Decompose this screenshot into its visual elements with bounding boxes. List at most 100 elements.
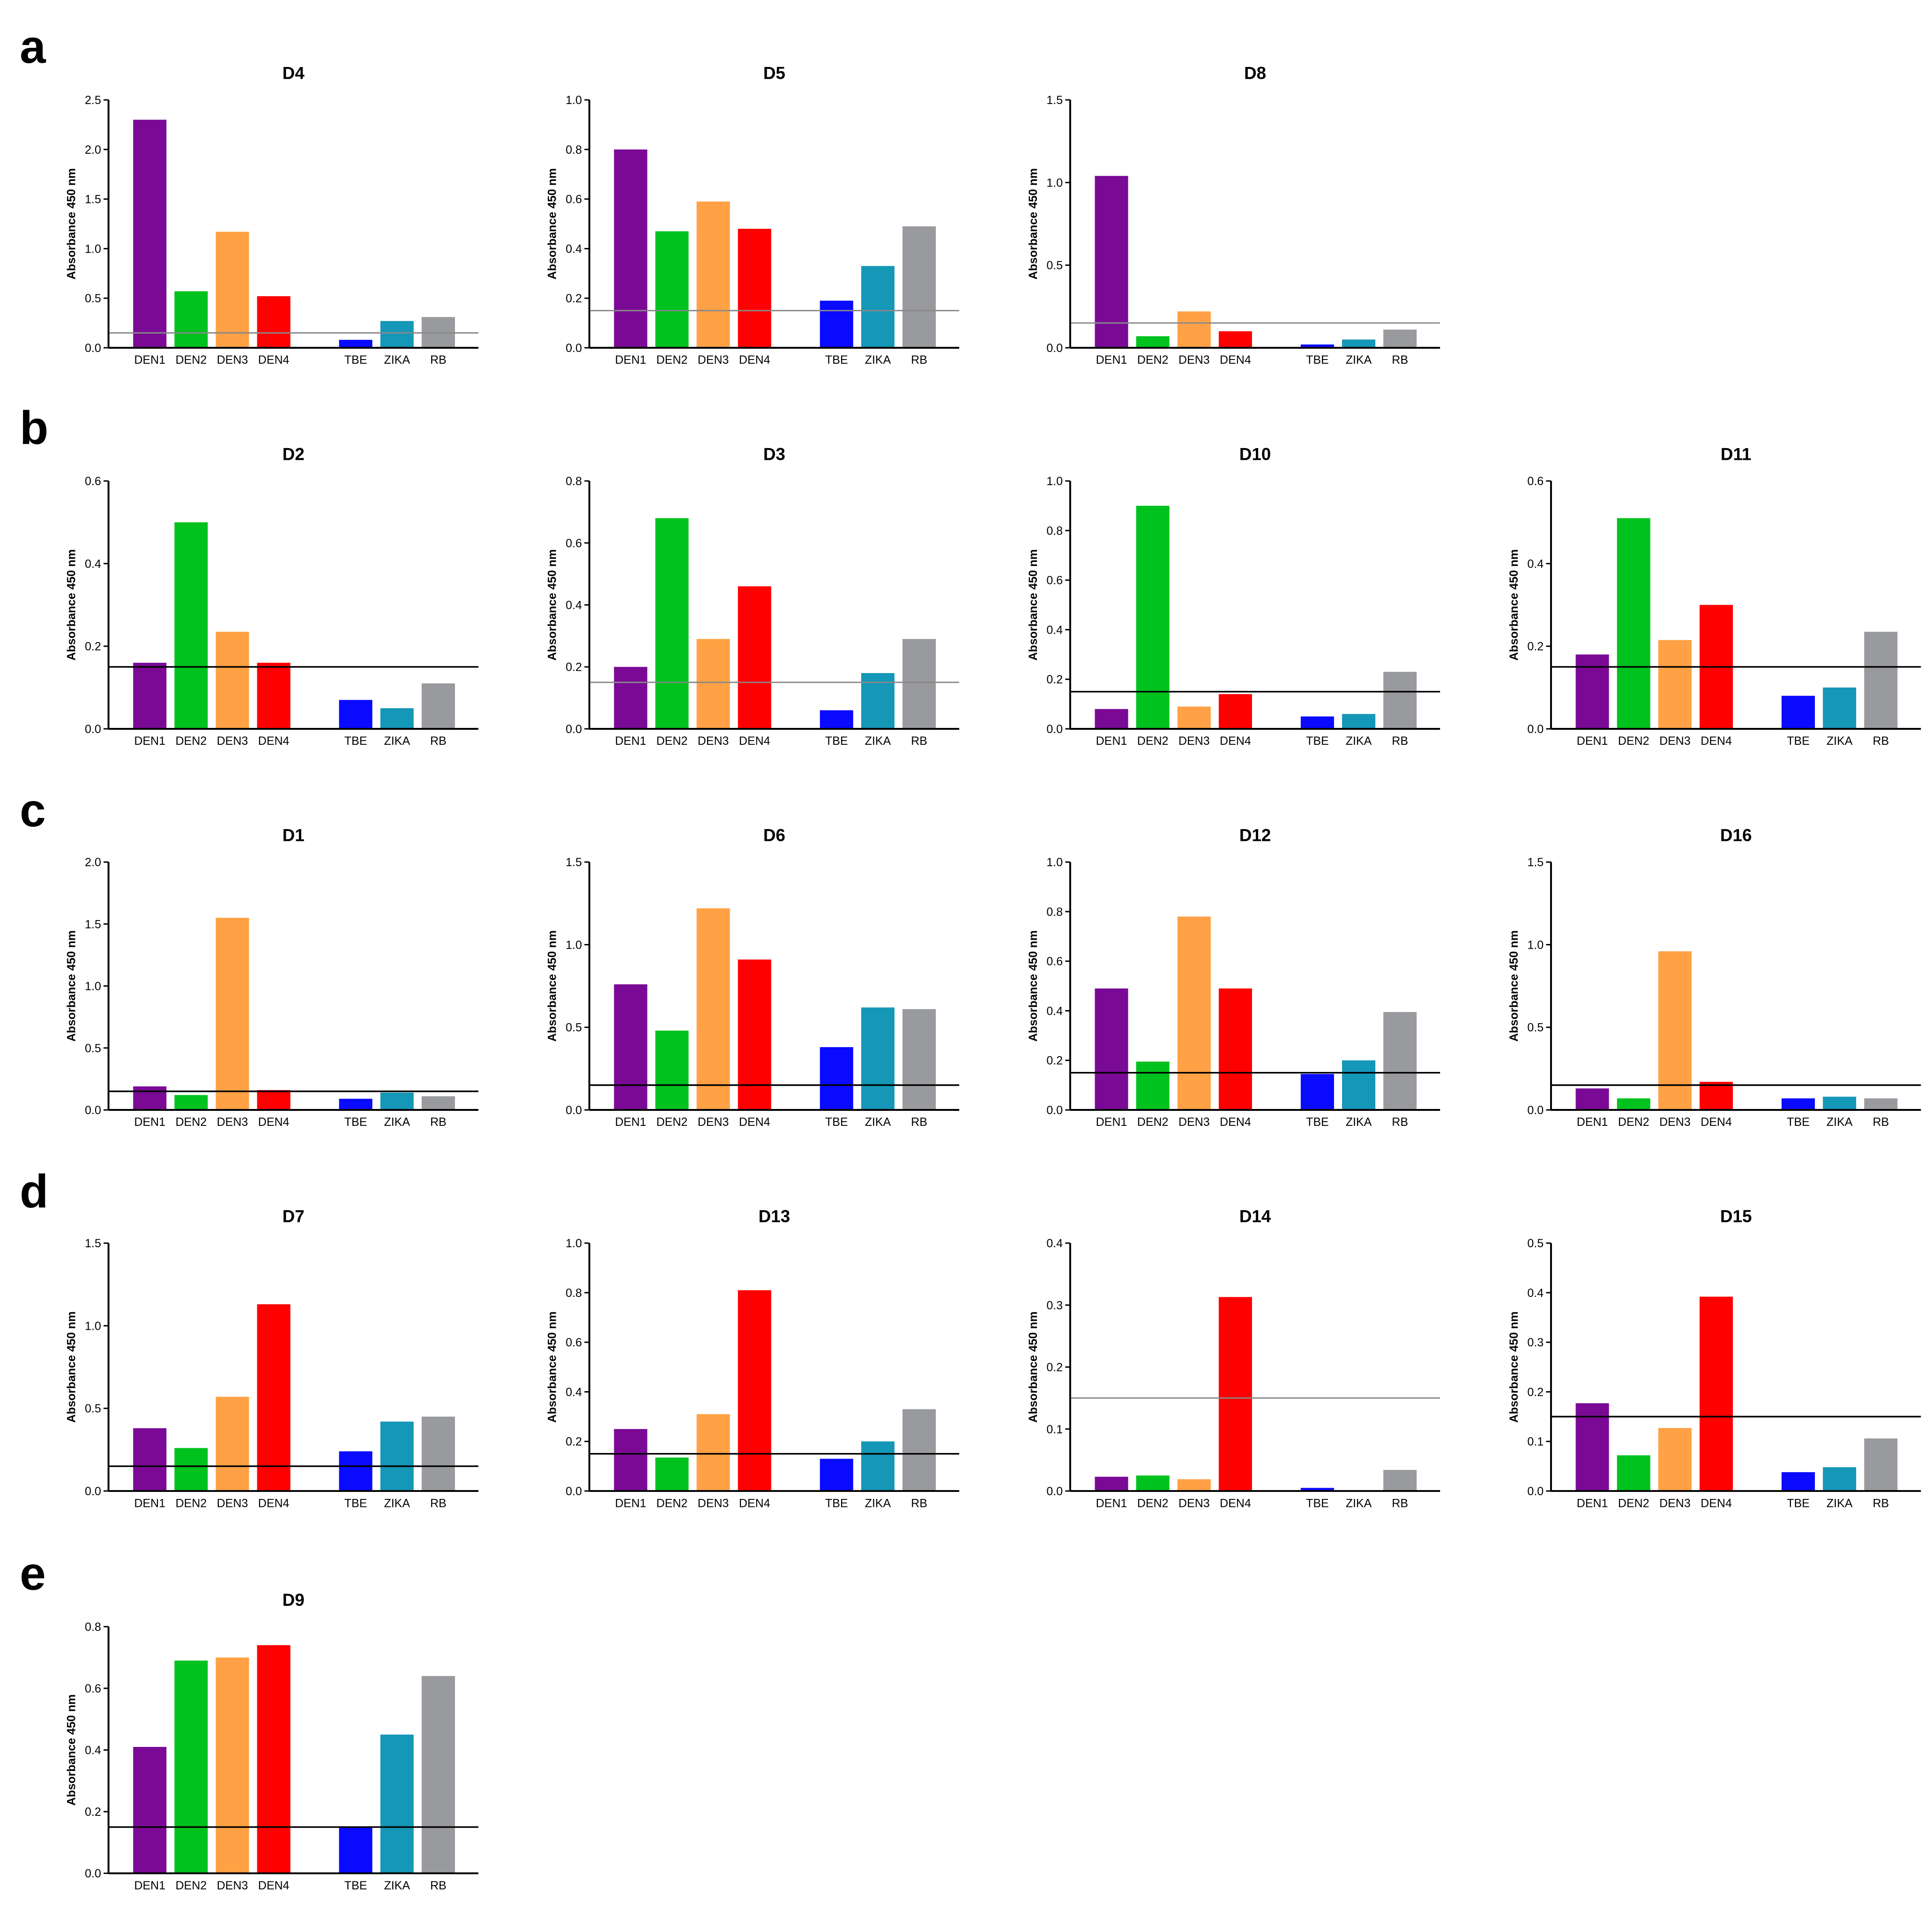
bar-rb xyxy=(1383,672,1417,729)
x-tick-label: DEN3 xyxy=(1179,353,1210,367)
x-tick-label: ZIKA xyxy=(865,1497,891,1510)
x-tick-label: DEN3 xyxy=(1179,1116,1210,1129)
chart-d14: D14 Absorbance 450 nm 0.0 0.1 0.2 0.3 0.4 DEN1 D… xyxy=(1027,1206,1440,1510)
y-tick-label: 0.4 xyxy=(566,242,582,255)
bar-den3 xyxy=(696,639,730,729)
bar-den2 xyxy=(174,1660,208,1873)
y-tick-label: 0.2 xyxy=(566,1435,582,1448)
x-tick-label: TBE xyxy=(344,1116,367,1129)
y-tick-label: 0.6 xyxy=(566,193,582,206)
x-tick-label: DEN4 xyxy=(1701,1497,1732,1510)
x-tick-label: DEN3 xyxy=(698,734,729,748)
y-tick-label: 0.0 xyxy=(566,1485,582,1498)
x-tick-label: DEN4 xyxy=(739,1116,770,1129)
x-tick-label: DEN4 xyxy=(258,1116,290,1129)
x-tick-label: ZIKA xyxy=(1346,1497,1372,1510)
y-tick-label: 1.5 xyxy=(85,193,101,206)
y-axis-label: Absorbance 450 nm xyxy=(65,168,78,280)
bar-den1 xyxy=(133,662,167,729)
x-tick-label: ZIKA xyxy=(384,1497,410,1510)
x-tick-label: RB xyxy=(430,1116,447,1129)
x-tick-label: TBE xyxy=(1787,1497,1810,1510)
x-tick-label: DEN4 xyxy=(1701,734,1732,748)
bar-zika xyxy=(1823,687,1857,729)
x-tick-label: DEN2 xyxy=(1137,1116,1169,1129)
chart-d13: D13 Absorbance 450 nm 0.0 0.2 0.4 0.6 0.8 1.0 DE… xyxy=(546,1206,960,1510)
chart-title: D2 xyxy=(283,444,305,464)
x-tick-label: DEN1 xyxy=(615,1497,646,1510)
x-tick-label: TBE xyxy=(344,1497,367,1510)
y-tick-label: 0.8 xyxy=(566,1287,582,1300)
chart-title: D7 xyxy=(283,1206,305,1226)
bar-den2 xyxy=(655,518,689,729)
bar-zika xyxy=(1342,1060,1376,1110)
x-tick-label: DEN1 xyxy=(1577,734,1608,748)
x-tick-label: TBE xyxy=(1787,734,1810,748)
x-tick-label: DEN2 xyxy=(656,734,688,748)
chart-title: D16 xyxy=(1720,825,1752,845)
x-tick-label: TBE xyxy=(1306,734,1329,748)
bar-den2 xyxy=(1136,336,1170,348)
chart-d3: D3 Absorbance 450 nm 0.0 0.2 0.4 0.6 0.8 DEN1 DE… xyxy=(546,444,960,748)
x-tick-label: ZIKA xyxy=(1827,734,1853,748)
x-tick-label: RB xyxy=(1392,353,1408,367)
y-tick-label: 0.5 xyxy=(85,1402,101,1416)
chart-title: D12 xyxy=(1239,825,1271,845)
bar-zika xyxy=(1823,1096,1857,1110)
x-tick-label: RB xyxy=(430,1497,447,1510)
x-tick-label: DEN2 xyxy=(175,734,207,748)
bar-tbe xyxy=(1782,1098,1815,1110)
y-tick-label: 0.0 xyxy=(1046,1104,1063,1117)
bar-den3 xyxy=(216,232,249,348)
bar-zika xyxy=(1342,714,1376,729)
x-tick-label: RB xyxy=(911,734,927,748)
bar-den3 xyxy=(216,1397,249,1491)
chart-d16: D16 Absorbance 450 nm 0.0 0.5 1.0 1.5 DEN1 DEN2… xyxy=(1507,825,1921,1129)
chart-title: D13 xyxy=(759,1206,791,1226)
bar-den4 xyxy=(257,296,291,348)
x-tick-label: ZIKA xyxy=(865,734,891,748)
y-tick-label: 0.0 xyxy=(85,1867,101,1880)
y-tick-label: 0.1 xyxy=(1046,1423,1063,1436)
bar-tbe xyxy=(820,300,853,348)
bar-tbe xyxy=(339,700,373,729)
bar-den2 xyxy=(655,231,689,348)
y-tick-label: 0.4 xyxy=(566,599,582,612)
x-tick-label: RB xyxy=(1392,1116,1408,1129)
bar-tbe xyxy=(820,710,853,729)
bar-den1 xyxy=(133,1747,167,1873)
bar-tbe xyxy=(1782,1472,1815,1491)
panel-letter-e: e xyxy=(20,1548,46,1600)
y-tick-label: 0.4 xyxy=(1527,1287,1544,1300)
y-tick-label: 0.0 xyxy=(566,342,582,355)
y-tick-label: 1.0 xyxy=(85,1319,101,1333)
y-tick-label: 0.3 xyxy=(1527,1336,1544,1349)
bar-zika xyxy=(380,1734,414,1873)
x-tick-label: DEN2 xyxy=(1618,1497,1649,1510)
y-tick-label: 1.0 xyxy=(1046,475,1063,488)
y-axis-label: Absorbance 450 nm xyxy=(65,930,78,1042)
bar-den1 xyxy=(133,1428,167,1491)
y-tick-label: 0.2 xyxy=(85,640,101,653)
y-tick-label: 0.6 xyxy=(566,537,582,550)
y-tick-label: 0.0 xyxy=(1527,1104,1544,1117)
bar-den4 xyxy=(257,1304,291,1491)
bar-den4 xyxy=(738,586,771,729)
y-axis-label: Absorbance 450 nm xyxy=(65,1694,78,1806)
x-tick-label: ZIKA xyxy=(1346,734,1372,748)
x-tick-label: DEN3 xyxy=(1659,1116,1691,1129)
panel-letter-d: d xyxy=(20,1165,48,1218)
chart-title: D15 xyxy=(1720,1206,1752,1226)
x-tick-label: ZIKA xyxy=(384,1116,410,1129)
bar-den3 xyxy=(696,201,730,348)
y-tick-label: 0.0 xyxy=(85,342,101,355)
chart-title: D9 xyxy=(283,1590,305,1610)
x-tick-label: DEN2 xyxy=(175,1116,207,1129)
bar-den3 xyxy=(696,1414,730,1491)
panel-letter-c: c xyxy=(20,784,46,837)
bar-den1 xyxy=(1575,1403,1609,1491)
x-tick-label: DEN4 xyxy=(1701,1116,1732,1129)
x-tick-label: TBE xyxy=(1787,1116,1810,1129)
bar-rb xyxy=(421,683,455,729)
y-axis-label: Absorbance 450 nm xyxy=(1507,930,1521,1042)
